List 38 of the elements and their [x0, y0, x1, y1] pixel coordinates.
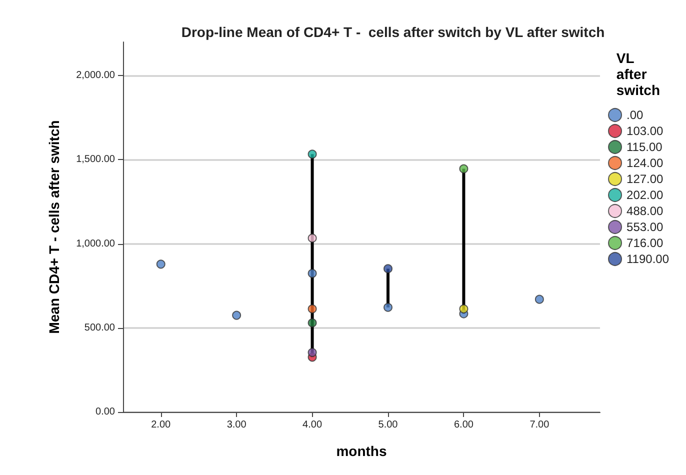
- y-tick-label: 2,000.00: [76, 70, 116, 82]
- point: [156, 260, 166, 269]
- point: [308, 348, 317, 357]
- y-tick-label: 0.00: [96, 406, 116, 418]
- x-tick-label: 3.00: [226, 420, 247, 430]
- legend-label: 488.00: [626, 204, 664, 218]
- point: [308, 234, 317, 243]
- point: [384, 264, 392, 274]
- y-tick-label: 1,000.00: [76, 238, 116, 250]
- chart-title: Drop-line Mean of CD4+ T - cells after switch by VL after switch: [181, 24, 605, 40]
- y-tick-label: 1,500.00: [76, 154, 116, 166]
- legend-label: 103.00: [626, 124, 664, 138]
- legend-label: .00: [626, 108, 644, 122]
- y-tick-label: 500.00: [84, 322, 116, 334]
- x-tick-label: 2.00: [151, 420, 172, 430]
- point: [459, 164, 468, 174]
- point: [308, 304, 317, 314]
- point: [308, 318, 317, 328]
- legend-label: 716.00: [626, 236, 664, 250]
- x-tick-label: 5.00: [378, 420, 398, 430]
- legend-label: 1190.00: [626, 252, 670, 266]
- point: [384, 302, 392, 312]
- legend-label: 553.00: [626, 220, 664, 234]
- legend-label: 115.00: [626, 140, 663, 154]
- x-axis-title: months: [336, 443, 387, 459]
- y-axis-title: Mean CD4+ T - cells after switch: [46, 120, 62, 334]
- point: [534, 294, 544, 304]
- legend-label: 127.00: [626, 172, 664, 186]
- legend-title: VL after switch: [616, 50, 660, 98]
- legend-label: 202.00: [626, 188, 664, 202]
- point: [308, 268, 317, 278]
- legend-label: 124.00: [626, 156, 664, 170]
- x-tick-label: 4.00: [302, 420, 322, 430]
- point: [459, 304, 468, 314]
- x-tick-label: 7.00: [530, 420, 550, 430]
- point: [232, 310, 242, 320]
- x-tick-label: 6.00: [454, 420, 474, 430]
- point: [308, 150, 317, 159]
